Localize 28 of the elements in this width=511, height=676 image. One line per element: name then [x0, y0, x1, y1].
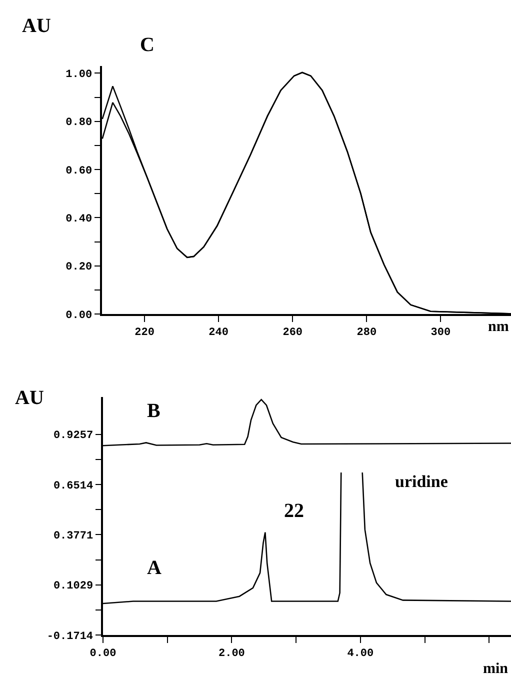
y-tick-label: 0.20 [66, 262, 92, 274]
x-tick-label: 240 [208, 326, 228, 339]
y-tick-label: 0.40 [66, 214, 92, 226]
x-tick-label: 2.00 [218, 648, 245, 660]
y-tick-label: -0.1714 [46, 630, 94, 643]
x-tick-label: 260 [282, 326, 303, 339]
y-tick-label: 0.60 [66, 165, 92, 178]
y-tick-label: 0.9257 [53, 430, 94, 442]
x-axis-title: nm [488, 319, 510, 335]
y-tick-label: 0.3771 [53, 530, 94, 543]
y-axis-title: AU [15, 387, 44, 409]
y-tick-label: 1.00 [66, 69, 92, 82]
y-tick-label: 0.80 [66, 117, 92, 130]
annotation: 22 [284, 500, 304, 522]
x-axis-title: min [483, 661, 509, 676]
x-tick-label: 220 [134, 326, 154, 339]
y-tick-label: 0.1029 [53, 580, 94, 593]
y-tick-label: 0.6514 [53, 480, 94, 492]
chart-title: C [140, 34, 154, 56]
series-label: A [147, 557, 162, 579]
series-label: B [147, 400, 160, 422]
x-tick-label: 280 [356, 326, 377, 339]
annotation: uridine [395, 472, 448, 491]
y-axis-title: AU [22, 15, 51, 37]
y-tick-label: 0.00 [66, 310, 92, 322]
x-tick-label: 4.00 [347, 648, 374, 660]
x-tick-label: 0.00 [90, 648, 116, 660]
x-tick-label: 300 [430, 326, 451, 339]
